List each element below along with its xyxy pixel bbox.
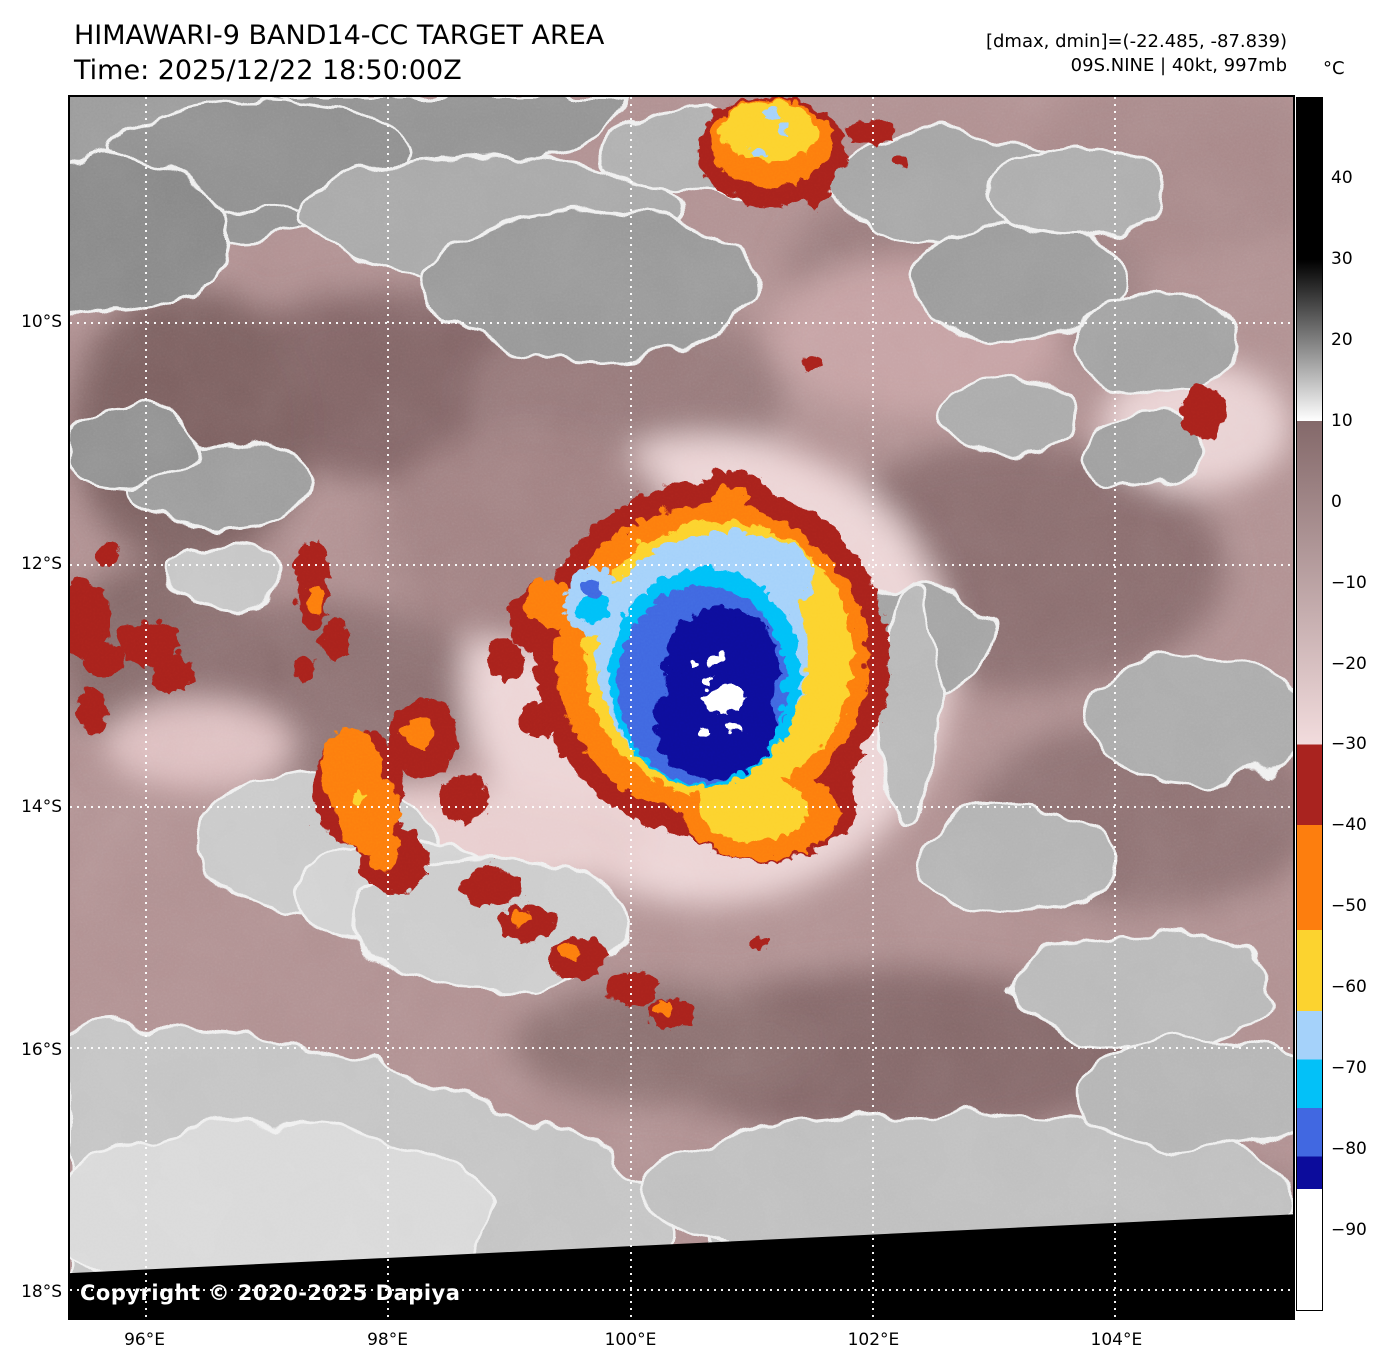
colorbar-tick-label: −20 [1331, 653, 1367, 674]
copyright-text: Copyright © 2020-2025 Dapiya [80, 1281, 461, 1305]
info-block: [dmax, dmin]=(-22.485, -87.839) 09S.NINE… [986, 30, 1287, 78]
timestamp: Time: 2025/12/22 18:50:00Z [74, 55, 462, 86]
y-axis-tick-label: 14°S [21, 796, 62, 817]
title-block: HIMAWARI-9 BAND14-CC TARGET AREA Time: 2… [74, 18, 604, 88]
storm-status-readout: 09S.NINE | 40kt, 997mb [1070, 55, 1287, 76]
colorbar-tick-label: −50 [1331, 896, 1367, 917]
x-axis-tick-label: 104°E [1090, 1330, 1143, 1350]
x-axis-tick-label: 102°E [847, 1330, 900, 1350]
colorbar-tick-label: 20 [1331, 329, 1353, 350]
x-axis-tick-label: 98°E [367, 1330, 408, 1350]
colorbar-tick-label: 0 [1331, 491, 1342, 512]
colorbar-tick-label: 40 [1331, 167, 1353, 188]
colorbar-tick-label: −30 [1331, 734, 1367, 755]
y-axis: 10°S 12°S 14°S 16°S 18°S [0, 95, 62, 1320]
page-title: HIMAWARI-9 BAND14-CC TARGET AREA [74, 20, 605, 51]
satellite-imagery [70, 97, 1293, 1318]
y-axis-tick-label: 18°S [21, 1282, 62, 1303]
colorbar-tick-label: −10 [1331, 572, 1367, 593]
colorbar-tick-label: −80 [1331, 1139, 1367, 1160]
no-data-wedge [70, 1214, 1293, 1318]
colorbar-tick-label: −70 [1331, 1058, 1367, 1079]
colorbar-tick-label: −60 [1331, 977, 1367, 998]
x-axis-tick-label: 100°E [604, 1330, 657, 1350]
colorbar-tick-label: 10 [1331, 410, 1353, 431]
colorbar-tick-label: 30 [1331, 248, 1353, 269]
colorbar-tick-label: −90 [1331, 1220, 1367, 1241]
colorbar-gradient [1297, 98, 1322, 1310]
y-axis-tick-label: 10°S [21, 311, 62, 332]
y-axis-tick-label: 12°S [21, 554, 62, 575]
dmax-dmin-readout: [dmax, dmin]=(-22.485, -87.839) [985, 31, 1287, 52]
colorbar-tick-label: −40 [1331, 815, 1367, 836]
satellite-map: Copyright © 2020-2025 Dapiya [68, 95, 1295, 1320]
colorbar-unit-label: °C [1323, 58, 1345, 79]
x-axis-tick-label: 96°E [124, 1330, 165, 1350]
colorbar-tick-labels: 40 30 20 10 0 −10 −20 −30 −40 −50 −60 −70 −80 −90 [1331, 97, 1388, 1311]
sensor-grain-overlay [70, 97, 1293, 1318]
colorbar [1296, 97, 1323, 1311]
y-axis-tick-label: 16°S [21, 1039, 62, 1060]
x-axis: 96°E 98°E 100°E 102°E 104°E [68, 1328, 1295, 1354]
